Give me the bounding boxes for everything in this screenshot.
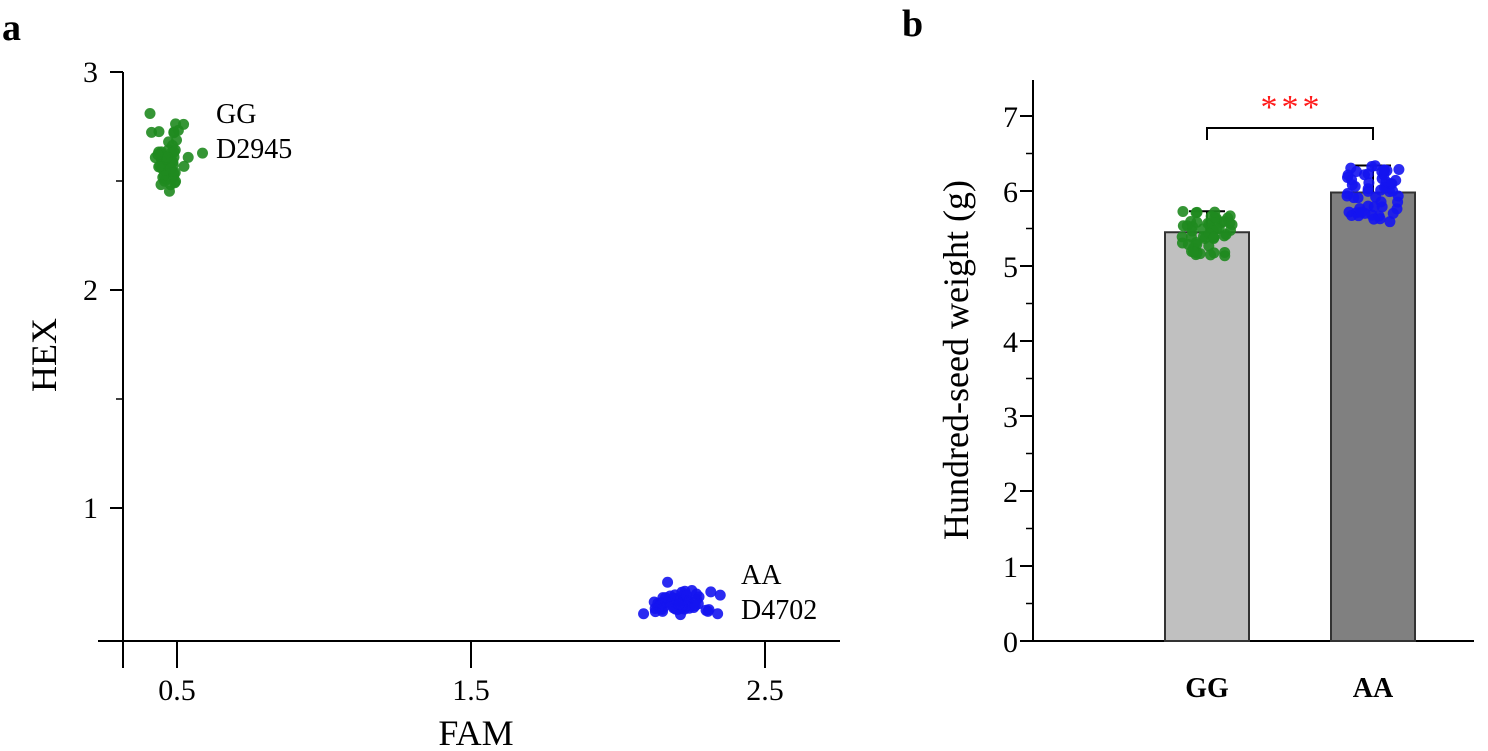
bar-category-labels: GG AA	[1185, 673, 1394, 704]
jitter-point-aa	[1393, 163, 1405, 175]
scatter-point-aa	[681, 589, 693, 601]
jitter-point-gg	[1177, 205, 1189, 217]
bar-y-tick-label: 2	[1003, 476, 1018, 509]
panel-a-label: a	[2, 7, 21, 49]
scatter-point-aa	[703, 604, 715, 616]
jitter-point-aa	[1346, 179, 1358, 191]
scatter-point-gg	[178, 160, 190, 172]
scatter-point-gg	[182, 151, 194, 163]
bar-gg	[1164, 231, 1250, 642]
jitter-point-gg	[1191, 206, 1203, 218]
jitter-point-gg	[1209, 206, 1221, 218]
scatter-point-aa	[653, 600, 665, 612]
bar-y-tick-label: 5	[1003, 251, 1018, 284]
scatter-point-aa	[657, 592, 669, 604]
cluster-aa-marker: D4702	[741, 595, 817, 626]
scatter-point-gg	[170, 175, 182, 187]
jitter-point-aa	[1375, 184, 1387, 196]
jitter-point-aa	[1375, 196, 1387, 208]
scatter-x-tick-label: 1.5	[452, 674, 490, 707]
category-label-gg: GG	[1185, 673, 1229, 704]
jitter-point-aa	[1341, 190, 1353, 202]
jitter-point-aa	[1390, 174, 1402, 186]
bar-y-tick-label: 3	[1003, 401, 1018, 434]
scatter-point-aa	[662, 576, 674, 588]
scatter-point-gg	[161, 151, 173, 163]
scatter-point-aa	[674, 609, 686, 621]
jitter-point-gg	[1182, 239, 1194, 251]
bar-y-tick-label: 0	[1003, 626, 1018, 659]
bar-y-tick-label: 7	[1003, 101, 1018, 134]
bar-y-title: Hundred-seed weight (g)	[936, 180, 976, 540]
scatter-y-ticks: 1 2 3	[83, 56, 123, 525]
significance-stars: ***	[1261, 89, 1324, 126]
panel-b-label: b	[902, 3, 923, 45]
scatter-point-aa	[638, 608, 650, 620]
jitter-point-aa	[1355, 206, 1367, 218]
jitter-point-gg	[1218, 230, 1230, 242]
scatter-point-gg	[168, 126, 180, 138]
scatter-point-gg	[153, 126, 165, 138]
cluster-gg-label: GG	[216, 99, 256, 130]
jitter-point-gg	[1224, 210, 1236, 222]
scatter-point-aa	[712, 608, 724, 620]
significance-bracket	[1206, 127, 1374, 140]
jitter-point-aa	[1362, 183, 1374, 195]
jitter-point-gg	[1177, 220, 1189, 232]
jitter-point-aa	[1391, 203, 1403, 215]
scatter-point-gg	[144, 107, 156, 119]
scatter-point-gg	[153, 161, 165, 173]
jitter-point-aa	[1387, 185, 1399, 197]
category-label-aa: AA	[1353, 673, 1394, 704]
scatter-point-gg	[165, 163, 177, 175]
bar-y-tick-label: 6	[1003, 176, 1018, 209]
scatter-y-tick-label: 1	[83, 492, 98, 525]
jitter-point-gg	[1205, 249, 1217, 261]
bar-y-tick-label: 1	[1003, 551, 1018, 584]
bars	[1164, 164, 1416, 642]
scatter-point-aa	[689, 600, 701, 612]
panel-a: a 1 2 3 0.5 1.5 2.5 FAM HEX GG D2945 AA D470…	[2, 7, 840, 751]
scatter-point-gg	[197, 147, 209, 159]
scatter-point-gg	[152, 149, 164, 161]
jitter-point-aa	[1362, 168, 1374, 180]
jitter-point-gg	[1219, 250, 1231, 262]
scatter-point-aa	[705, 586, 717, 598]
scatter-points	[144, 107, 726, 621]
jitter-point-aa	[1368, 213, 1380, 225]
jitter-point-aa	[1384, 216, 1396, 228]
scatter-y-tick-label: 3	[83, 56, 98, 89]
scatter-point-aa	[714, 589, 726, 601]
cluster-gg-marker: D2945	[216, 134, 292, 165]
scatter-y-tick-label: 2	[83, 274, 98, 307]
bar-aa	[1330, 191, 1416, 642]
jitter-point-aa	[1350, 166, 1362, 178]
jitter-point-gg	[1191, 216, 1203, 228]
jitter-point-aa	[1342, 169, 1354, 181]
scatter-x-tick-label: 2.5	[746, 674, 784, 707]
bar-y-ticks: 0 1 2 3 4 5 6 7	[1003, 101, 1033, 659]
scatter-point-gg	[178, 118, 190, 130]
scatter-point-gg	[155, 179, 167, 191]
scatter-y-title: HEX	[24, 318, 64, 392]
scatter-x-ticks: 0.5 1.5 2.5	[158, 641, 784, 707]
scatter-point-aa	[673, 598, 685, 610]
jitter-point-gg	[1208, 232, 1220, 244]
jitter-point-gg	[1176, 231, 1188, 243]
scatter-x-title: FAM	[438, 713, 513, 751]
cluster-aa-label: AA	[741, 560, 782, 591]
bar-jitter-points	[1176, 160, 1405, 262]
jitter-point-aa	[1378, 164, 1390, 176]
scatter-x-tick-label: 0.5	[158, 674, 196, 707]
bar-y-tick-label: 4	[1003, 326, 1018, 359]
